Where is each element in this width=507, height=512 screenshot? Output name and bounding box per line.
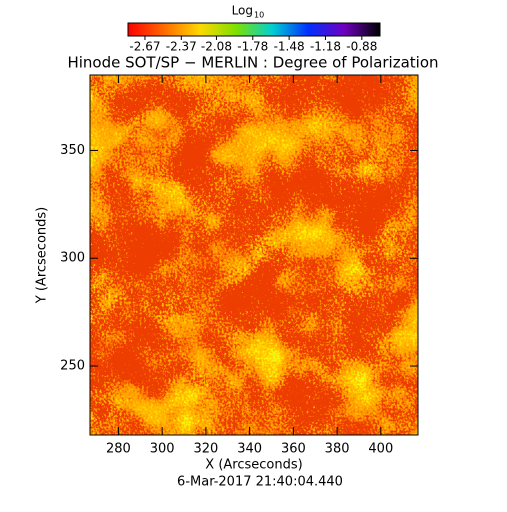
x-tick-label: 320 [193, 442, 218, 457]
colorbar-tick-label: -1.18 [310, 40, 341, 54]
footer-date: 6-Mar-2017 21:40:04.440 [177, 475, 343, 490]
chart-title: Hinode SOT/SP − MERLIN : Degree of Polar… [67, 54, 438, 72]
x-tick-label: 300 [150, 442, 175, 457]
map-image [90, 75, 418, 435]
y-tick-label: 350 [60, 143, 85, 158]
x-axis-label: X (Arcseconds) [205, 458, 302, 473]
x-tick-label: 400 [368, 442, 393, 457]
colorbar [127, 22, 381, 37]
colorbar-label: Log [232, 4, 253, 18]
plot-frame [89, 74, 419, 436]
colorbar-tick-label: -2.37 [166, 40, 197, 54]
colorbar-tick-label: -0.88 [346, 40, 377, 54]
colorbar-tick-label: -2.67 [129, 40, 160, 54]
colorbar-tick-label: -1.78 [237, 40, 268, 54]
y-tick-label: 300 [60, 251, 85, 266]
y-tick-label: 250 [60, 359, 85, 374]
x-tick-label: 280 [106, 442, 131, 457]
colorbar-tick-label: -2.08 [201, 40, 232, 54]
x-tick-label: 380 [325, 442, 350, 457]
colorbar-label-sub: 10 [254, 11, 264, 20]
x-tick-label: 360 [281, 442, 306, 457]
x-tick-label: 340 [237, 442, 262, 457]
colorbar-tick-label: -1.48 [274, 40, 305, 54]
y-axis-label: Y (Arcseconds) [35, 207, 50, 304]
